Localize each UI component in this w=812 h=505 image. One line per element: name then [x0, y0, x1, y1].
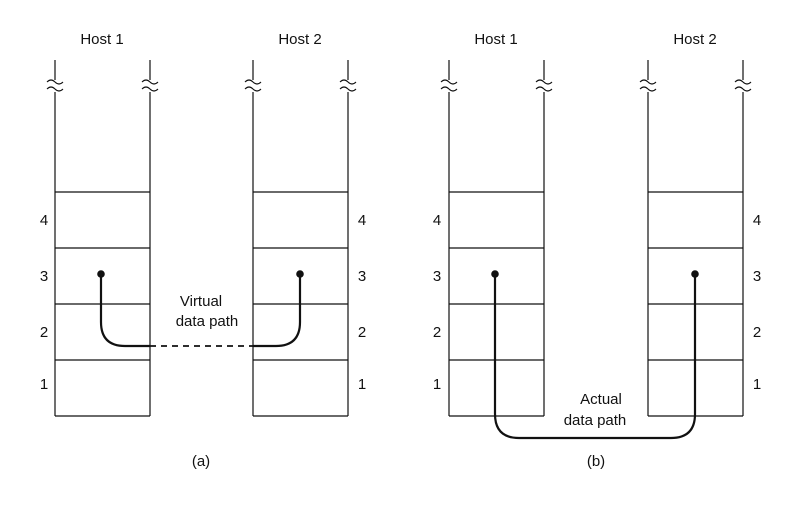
virtual-path-label-line2: data path	[176, 313, 239, 330]
break-mark-icon	[244, 79, 357, 92]
panel-b: Host 1 4 3 2 1 Host 2	[433, 31, 761, 470]
host1-title: Host 1	[80, 31, 123, 48]
layer-number: 2	[433, 324, 441, 341]
label-background	[560, 385, 640, 425]
layer-number: 3	[40, 268, 48, 285]
layer-number: 2	[753, 324, 761, 341]
path-endpoint-dot	[97, 270, 105, 278]
layer-number: 4	[753, 212, 761, 229]
layer-number: 2	[40, 324, 48, 341]
layer-number: 4	[433, 212, 441, 229]
break-mark-icon	[639, 79, 752, 92]
host1-stack: Host 1 4 3 2 1	[40, 31, 159, 417]
caption-a: (a)	[192, 453, 210, 470]
layer-number: 4	[358, 212, 366, 229]
break-mark-icon	[440, 79, 553, 92]
layer-number: 3	[358, 268, 366, 285]
virtual-path-left-segment	[99, 274, 150, 348]
actual-path-label-line2: data path	[564, 412, 627, 429]
break-mark-icon	[46, 79, 159, 92]
host1-stack: Host 1 4 3 2 1	[433, 31, 553, 417]
actual-data-path	[493, 274, 697, 440]
path-endpoint-dot	[691, 270, 699, 278]
layer-number: 1	[753, 376, 761, 393]
layer-number: 1	[40, 376, 48, 393]
layer-number: 2	[358, 324, 366, 341]
layer-number: 1	[358, 376, 366, 393]
layer-number: 1	[433, 376, 441, 393]
panel-a: Host 1 4 3 2 1 Host	[40, 31, 366, 470]
host2-stack: Host 2 4 3 2 1	[639, 31, 761, 417]
actual-path-label-line1: Actual	[580, 391, 622, 408]
path-endpoint-dot	[296, 270, 304, 278]
layer-number: 3	[753, 268, 761, 285]
host2-title: Host 2	[278, 31, 321, 48]
path-endpoint-dot	[491, 270, 499, 278]
virtual-path-label-line1: Virtual	[180, 293, 222, 310]
layer-number: 3	[433, 268, 441, 285]
host1-title: Host 1	[474, 31, 517, 48]
host2-title: Host 2	[673, 31, 716, 48]
caption-b: (b)	[587, 453, 605, 470]
layer-number: 4	[40, 212, 48, 229]
host2-stack: Host 2 4 3 2 1	[244, 31, 366, 417]
virtual-path-right-segment	[253, 274, 302, 348]
